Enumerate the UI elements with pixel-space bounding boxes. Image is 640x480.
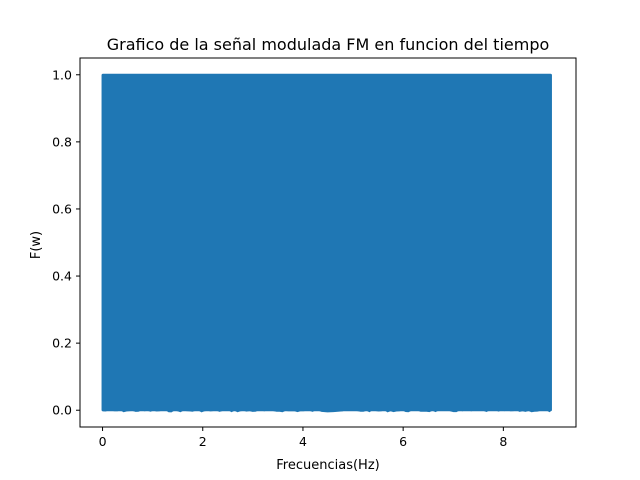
axes-frame	[79, 57, 577, 428]
x-tick-label-4: 8	[499, 434, 507, 449]
y-tick-label-4: 0.8	[52, 134, 72, 149]
y-axis-label: F(w)	[29, 231, 44, 259]
chart-title: Grafico de la señal modulada FM en funci…	[107, 35, 550, 54]
plot-area: 0 2 4 6 8 0.0 0.2 0.4 0.6 0.8 1.0	[52, 57, 577, 449]
x-tick-label-3: 6	[399, 434, 407, 449]
y-tick-label-2: 0.4	[52, 269, 72, 284]
series-0-band	[101, 73, 552, 412]
y-tick-label-5: 1.0	[52, 67, 72, 82]
x-tick-label-1: 2	[199, 434, 207, 449]
y-tick-label-1: 0.2	[52, 336, 72, 351]
x-axis-label: Frecuencias(Hz)	[276, 458, 379, 473]
y-tick-label-3: 0.6	[52, 201, 72, 216]
x-tick-label-2: 4	[299, 434, 307, 449]
y-tick-label-0: 0.0	[52, 403, 72, 418]
x-tick-label-0: 0	[99, 434, 107, 449]
series-0-band-edge	[101, 410, 552, 413]
